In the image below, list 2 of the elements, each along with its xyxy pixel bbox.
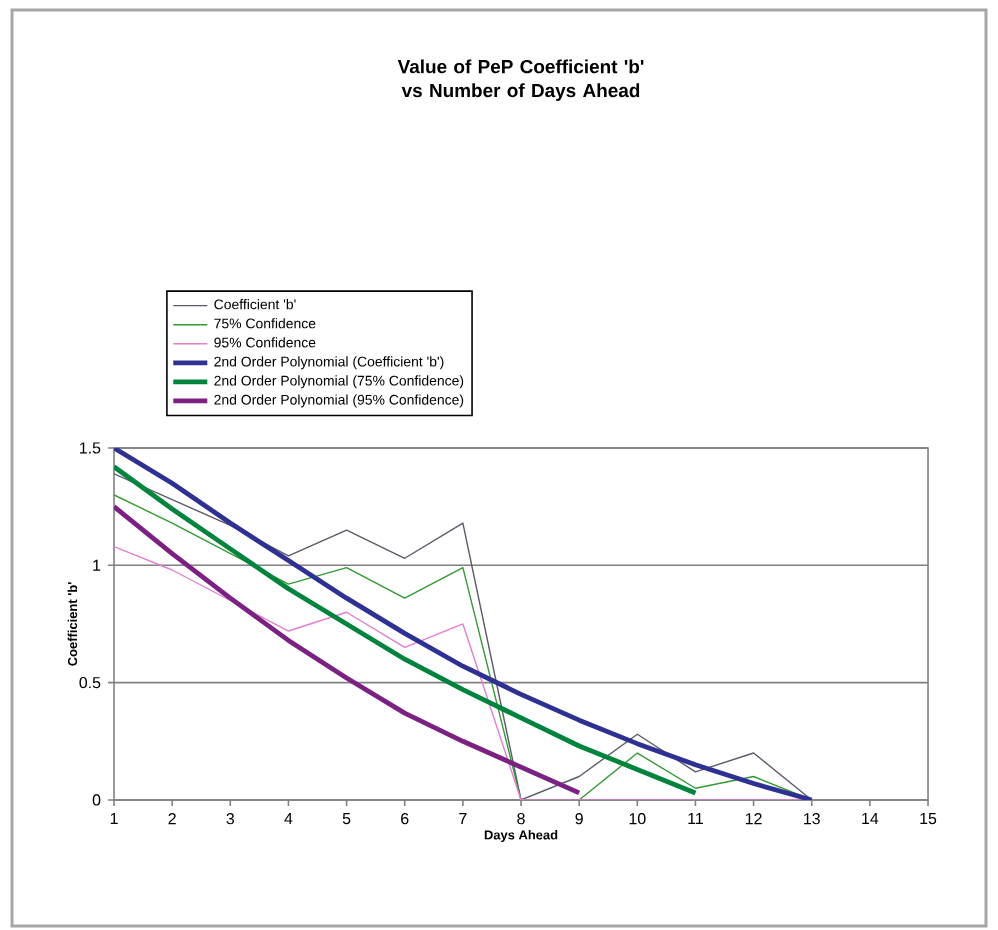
line-series <box>114 464 698 796</box>
chart-title: Value of PeP Coefficient 'b' vs Number of Days Ahead <box>397 59 644 101</box>
